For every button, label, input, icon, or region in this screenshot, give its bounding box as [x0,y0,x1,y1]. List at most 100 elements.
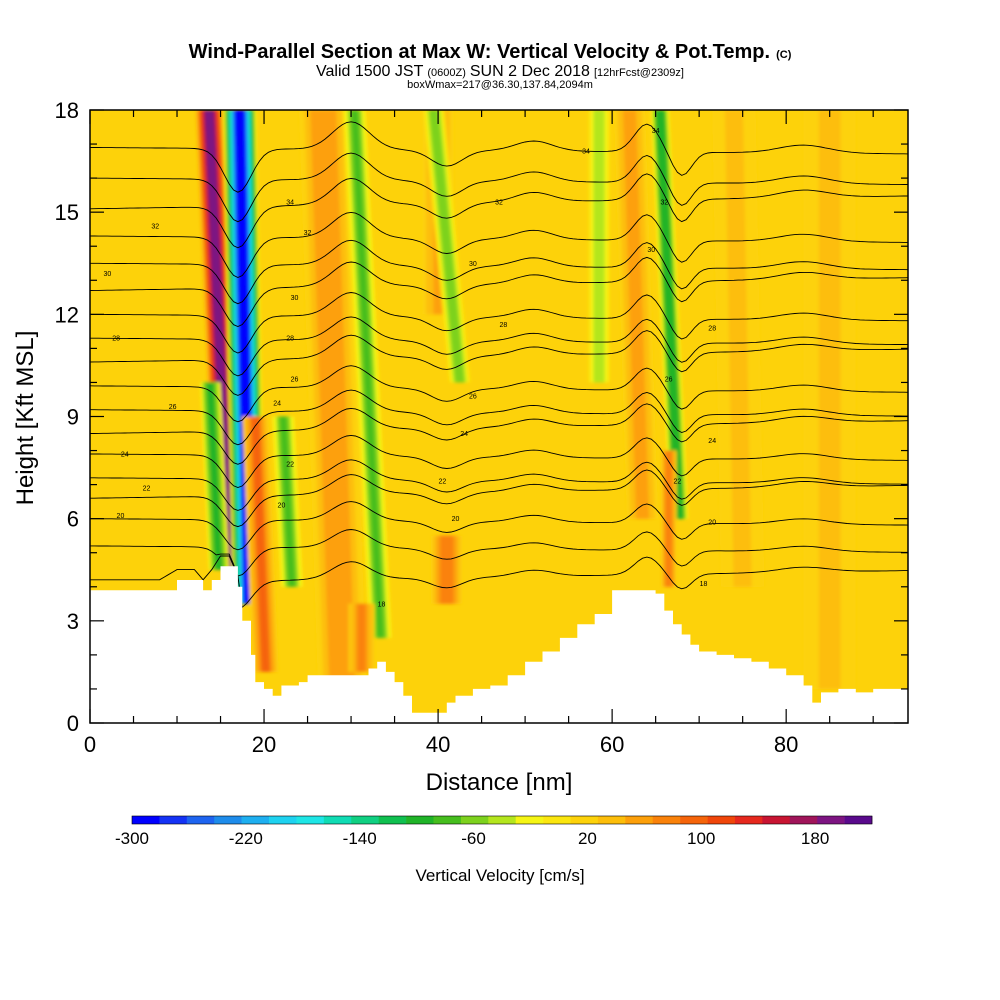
colorbar-swatch [460,816,489,824]
chart-title: Wind-Parallel Section at Max W: Vertical… [189,41,792,63]
colorbar-swatch [186,816,215,824]
colorbar-swatch [734,816,763,824]
terrain-mask [90,566,908,723]
isentrope-label: 24 [273,400,281,407]
isentrope-label: 30 [104,271,112,278]
isentrope-line [90,152,908,223]
velocity-feature [199,382,230,570]
velocity-band [251,416,270,672]
colorbar-swatch [789,816,818,824]
isentrope-line [90,459,908,511]
colorbar [131,815,873,825]
velocity-feature [712,110,765,587]
y-tick-label: 3 [67,609,79,634]
colorbar-tick-label: 100 [687,829,715,848]
y-tick-label: 12 [55,302,79,327]
y-tick-labels: 0 3 6 9 12 15 18 [55,98,79,736]
isentrope-label: 22 [143,486,151,493]
isentrope-line [90,403,908,465]
isentrope-label: 26 [169,404,177,411]
isentrope-line [90,365,908,423]
isentrope-line [90,529,908,577]
colorbar-swatch [214,816,242,824]
velocity-feature [423,110,471,383]
isentrope-label: 24 [121,451,129,458]
velocity-feature [431,535,463,604]
colorbar-swatch [378,816,407,824]
x-tick-label: 80 [774,732,798,757]
colorbar-swatch [570,816,599,824]
velocity-feature [650,110,689,519]
isentrope-label: 30 [647,247,655,254]
colorbar-swatch [241,816,270,824]
isentrope-label: 26 [291,377,299,384]
isentrope-line [90,292,908,354]
isentrope-line [90,121,908,193]
isentrope-label: 34 [582,148,590,155]
colorbar-swatch [844,816,873,824]
colorbar-swatch [132,816,160,824]
isentrope-label: 32 [660,199,668,206]
colorbar-swatch [543,816,571,824]
isentrope-label: 18 [378,601,386,608]
x-tick-label: 20 [252,732,276,757]
isentrope-label: 18 [700,581,708,588]
isentrope-line [90,239,908,305]
isentrope-label: 32 [151,223,159,230]
isentrope-label: 28 [286,336,294,343]
velocity-feature [803,110,856,689]
colorbar-swatch [762,816,791,824]
y-tick-label: 0 [67,711,79,736]
colorbar-swatch [406,816,434,824]
isentrope-line [90,173,908,249]
chart-valid-time: Valid 1500 JST (0600Z) SUN 2 Dec 2018 [12hr… [316,63,684,80]
x-axis-label: Distance [nm] [426,769,573,796]
isentrope-label: 20 [117,513,125,520]
isentrope-label: 26 [469,394,477,401]
velocity-feature [613,110,659,519]
potential-temperature-contours [90,121,908,609]
colorbar-swatch [597,816,626,824]
isentrope-label: 30 [469,261,477,268]
velocity-feature [271,416,304,587]
isentrope-label: 22 [439,479,447,486]
isentrope-line [90,316,908,377]
isentrope-label: 20 [708,520,716,527]
x-tick-label: 40 [426,732,450,757]
x-tick-labels: 0 20 40 60 80 [84,732,799,757]
plot-area: 34 32 30 28 26 24 22 20 18 32 30 28 26 24 22 20 34 32 30 28… [90,110,908,723]
colorbar-swatch [652,816,681,824]
isentrope-line [90,330,908,396]
colorbar-tick-label: -300 [115,829,149,848]
velocity-band [596,110,603,383]
isentrope-line [90,501,908,551]
colorbar-tick-labels: -300 -220 -140 -60 20 100 180 [115,829,829,848]
colorbar-tick-label: -60 [461,829,486,848]
colorbar-tick-label: 180 [801,829,829,848]
x-tick-label: 0 [84,732,96,757]
isentrope-label: 28 [112,336,120,343]
isentrope-label: 24 [708,438,716,445]
isentrope-label: 20 [452,516,460,523]
colorbar-swatch [159,816,188,824]
velocity-band [279,416,296,587]
velocity-band [207,382,222,570]
colorbar-tick-label: 20 [578,829,597,848]
axis-ticks [89,109,908,724]
velocity-feature [242,416,279,672]
colorbar-frame [131,815,873,825]
isentrope-label: 22 [673,479,681,486]
velocity-band [821,110,838,689]
velocity-band [657,110,682,519]
isentrope-label: 32 [304,230,312,237]
contour-labels: 34 32 30 28 26 24 22 20 18 32 30 28 26 24 22 20 34 32 30 28… [104,128,717,608]
y-tick-label: 6 [67,507,79,532]
velocity-feature [348,603,375,672]
isentrope-line [90,256,908,327]
colorbar-swatch [625,816,654,824]
velocity-band [442,535,452,604]
velocity-feature [660,450,677,587]
colorbar-swatch [351,816,379,824]
colorbar-swatch [707,816,736,824]
chart-box-info: boxWmax=217@36.30,137.84,2094m [407,79,593,91]
